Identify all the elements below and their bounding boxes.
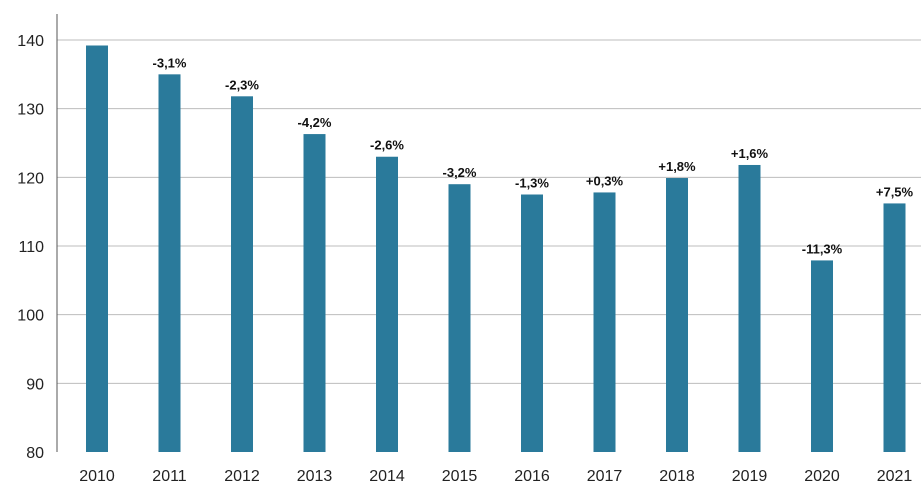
y-tick-label: 80 [26, 445, 44, 462]
x-tick-label: 2013 [297, 468, 333, 485]
bar [883, 203, 906, 452]
data-label: -3,2% [443, 165, 477, 180]
data-label: +0,3% [586, 173, 624, 188]
bar [86, 45, 108, 452]
x-tick-label: 2019 [732, 468, 768, 485]
x-tick-label: 2017 [587, 468, 623, 485]
bar [448, 184, 471, 452]
x-tick-label: 2018 [659, 468, 695, 485]
y-tick-label: 110 [18, 239, 44, 256]
bar [521, 194, 543, 452]
data-label: -3,1% [153, 55, 187, 70]
x-tick-label: 2011 [152, 468, 187, 485]
y-tick-label: 140 [17, 33, 44, 50]
bar [811, 260, 833, 452]
gridlines [57, 39, 921, 384]
x-tick-label: 2012 [224, 468, 260, 485]
data-label: +1,8% [658, 159, 696, 174]
y-tick-label: 100 [17, 308, 44, 325]
x-tick-labels: 2010 2011 2012 2013 2014 2015 2016 2017 2018 2019… [79, 468, 912, 485]
bars [86, 45, 906, 452]
data-label: -4,2% [298, 115, 332, 130]
x-tick-label: 2016 [514, 468, 550, 485]
data-label: -1,3% [515, 176, 549, 191]
bar [666, 178, 688, 452]
bar [303, 134, 326, 452]
bar [231, 96, 253, 452]
x-tick-label: 2014 [369, 468, 405, 485]
y-tick-label: 90 [26, 376, 44, 393]
data-label: +7,5% [876, 184, 914, 199]
x-tick-label: 2010 [79, 468, 115, 485]
data-label: +1,6% [731, 146, 769, 161]
data-label: -2,3% [225, 77, 259, 92]
data-label: -11,3% [802, 241, 843, 256]
x-tick-label: 2015 [442, 468, 478, 485]
y-tick-label: 120 [17, 170, 44, 187]
bar [593, 192, 616, 452]
data-labels: -3,1% -2,3% -4,2% -2,6% -3,2% -1,3% +0,3% +1,8%… [153, 55, 914, 256]
bar [376, 156, 398, 452]
x-tick-label: 2020 [804, 468, 840, 485]
x-tick-label: 2021 [877, 468, 913, 485]
data-label: -2,6% [370, 138, 404, 153]
bar [738, 164, 761, 452]
y-tick-labels: 80 90 100 110 120 130 140 [17, 33, 44, 462]
y-tick-label: 130 [17, 102, 44, 119]
bar [158, 74, 181, 452]
